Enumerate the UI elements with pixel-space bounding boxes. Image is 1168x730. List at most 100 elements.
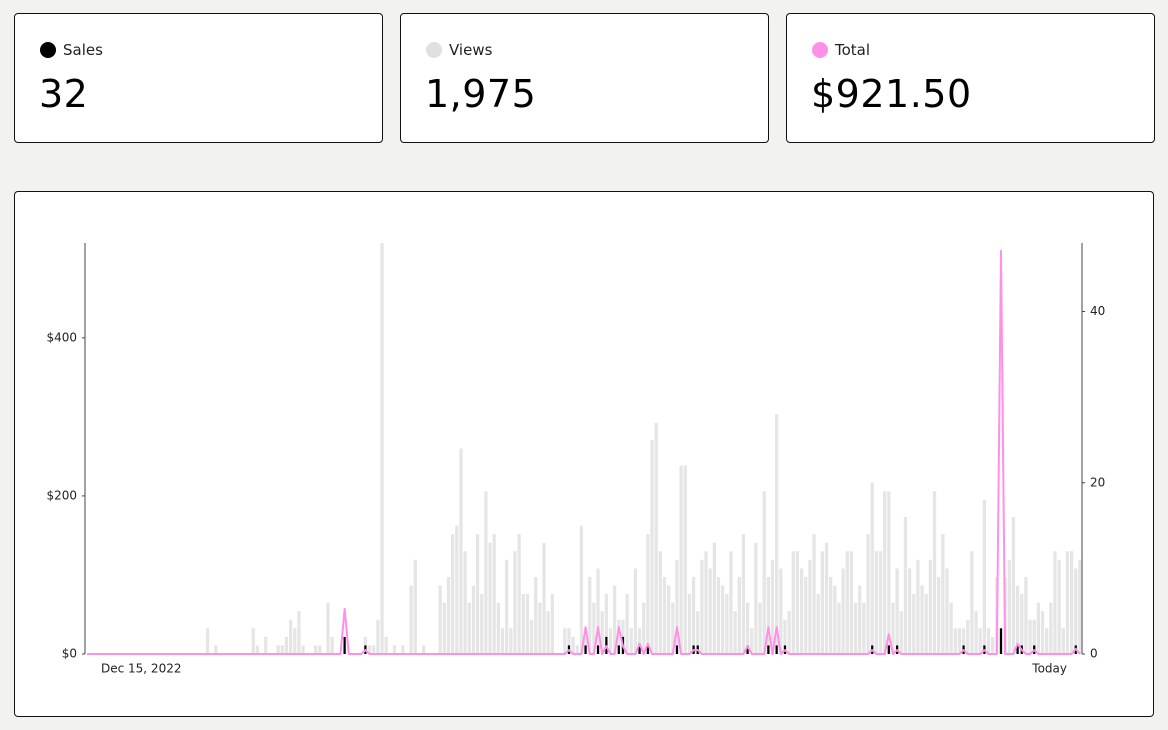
bar (808, 559, 812, 654)
bar (600, 611, 604, 654)
bar (770, 559, 775, 654)
stat-label: Sales (63, 41, 103, 59)
bar (887, 645, 890, 654)
stat-card: Total $921.50 (786, 13, 1155, 143)
bar (550, 594, 554, 654)
bar (629, 628, 633, 654)
bar (775, 414, 779, 654)
bar (766, 576, 770, 654)
bar (683, 465, 687, 654)
bar (1078, 559, 1082, 654)
bar (492, 534, 496, 654)
bar (887, 491, 891, 654)
bar (584, 645, 587, 654)
bar (1007, 559, 1011, 654)
bar (488, 542, 492, 654)
bar (301, 645, 305, 654)
bar (1065, 551, 1070, 654)
bar (891, 602, 895, 654)
bar (509, 628, 513, 654)
bar (293, 628, 297, 654)
bar (849, 551, 854, 654)
bar (712, 542, 716, 654)
bar (638, 645, 641, 654)
bar (754, 542, 758, 654)
bar (637, 628, 642, 654)
bar (521, 594, 525, 654)
bar (534, 576, 538, 654)
bar (264, 636, 268, 654)
bar (799, 568, 804, 654)
bar (775, 645, 778, 654)
bar (372, 645, 376, 654)
bar (779, 568, 783, 654)
bar (675, 559, 679, 654)
bar (953, 628, 957, 654)
bar (596, 645, 600, 654)
bar (579, 525, 584, 654)
bar (604, 594, 608, 654)
bar (795, 551, 800, 654)
bar (687, 594, 692, 654)
bar (459, 448, 463, 654)
bar (380, 243, 384, 654)
bar (729, 551, 733, 654)
bar (1057, 559, 1061, 654)
stat-label: Total (835, 41, 871, 59)
bar (737, 576, 741, 654)
bar (1040, 611, 1045, 654)
bar (646, 645, 649, 654)
bar (982, 499, 987, 654)
bar (912, 594, 916, 654)
bar (708, 568, 712, 654)
bar (563, 628, 567, 654)
bar (376, 619, 380, 654)
bar (949, 602, 953, 654)
bar (662, 576, 667, 654)
bar (438, 585, 442, 654)
bar (384, 636, 388, 654)
bar (883, 491, 887, 654)
bar (633, 568, 638, 654)
bar (667, 585, 671, 654)
bar (895, 568, 899, 654)
bar (608, 628, 613, 654)
bar (966, 619, 970, 654)
bar (783, 619, 787, 654)
bar (318, 645, 322, 654)
bar (392, 645, 397, 654)
bar (671, 602, 675, 654)
bar (733, 611, 737, 654)
bar (525, 594, 530, 654)
stat-value: $921.50 (811, 72, 972, 116)
bar (750, 628, 754, 654)
bar (1069, 551, 1074, 654)
bar (704, 551, 708, 654)
bar (513, 551, 517, 654)
bar (741, 534, 746, 654)
bar (924, 594, 928, 654)
bar (313, 645, 318, 654)
bar (758, 602, 762, 654)
bar (251, 628, 255, 654)
bar (442, 602, 446, 654)
bar (1028, 619, 1032, 654)
bar (330, 636, 334, 654)
y2-tick-label: 40 (1090, 304, 1105, 318)
bar (1011, 517, 1016, 654)
bar (475, 534, 480, 654)
bar (945, 568, 949, 654)
bar (1024, 576, 1028, 654)
bar (978, 628, 982, 654)
bar (613, 585, 617, 654)
bar (746, 645, 749, 654)
bar (496, 602, 500, 654)
bar (870, 482, 874, 654)
y-tick-label: $400 (46, 330, 77, 344)
bar (1015, 585, 1020, 654)
bar (961, 628, 966, 654)
bar (463, 551, 467, 654)
bar (957, 628, 962, 654)
x-tick-label: Today (1031, 662, 1067, 676)
